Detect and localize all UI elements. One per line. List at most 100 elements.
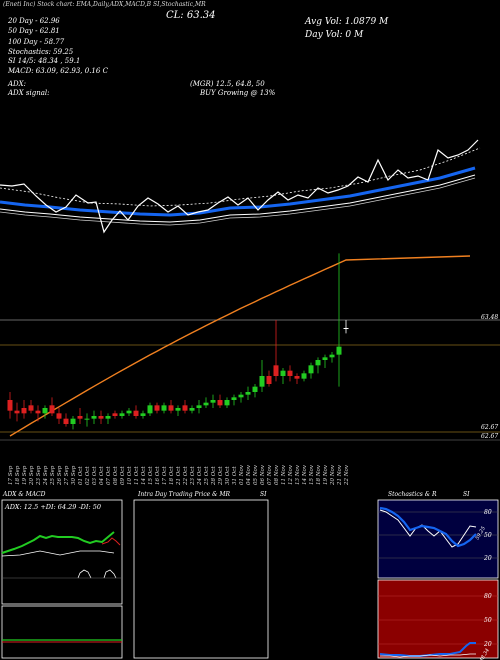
date-tick-label: 28 Oct [211, 466, 217, 486]
candle [147, 405, 153, 414]
stoch-k-line [379, 509, 477, 548]
si-readout: SI 14/5: 48.34 , 59.1 [8, 57, 81, 65]
candle [49, 405, 55, 414]
candle [35, 410, 41, 414]
stochastics-readout: Stochastics: 59.25 [8, 48, 74, 56]
candle [14, 410, 20, 414]
intraday-si-label: SI [260, 491, 267, 498]
date-tick-label: 21 Oct [176, 466, 182, 486]
candle [322, 357, 328, 360]
date-tick-label: 31 Oct [232, 466, 238, 485]
price-label-1: 63.48 [481, 314, 498, 321]
candle [189, 408, 195, 411]
ema-band-upper [0, 174, 476, 223]
candle [140, 413, 146, 416]
ema50-readout: 50 Day - 62.81 [8, 27, 60, 35]
candle [84, 418, 90, 420]
buy-signal: BUY Growing @ 13% [200, 89, 276, 97]
adx-readout: ADX: 12.5 +DI: 64.29 -DI: 50 [4, 503, 101, 511]
date-tick-label: 19 Sep [22, 465, 28, 485]
date-tick-label: 05 Nov [253, 464, 259, 485]
candle [21, 408, 27, 414]
price-label-3: 62.67 [481, 433, 498, 440]
date-tick-label: 12 Nov [288, 464, 294, 485]
intraday-panel-title: Intra Day Trading Price & MR [138, 491, 231, 498]
candle [91, 416, 97, 419]
candle [231, 397, 237, 400]
candle [63, 418, 69, 424]
date-tick-label: 29 Oct [218, 466, 224, 486]
date-tick-label: 07 Oct [106, 466, 112, 485]
candle [203, 402, 209, 406]
date-tick-label: 30 Sep [71, 465, 77, 485]
date-tick-label: 16 Oct [155, 466, 161, 485]
si-tick-20: 20 [483, 641, 492, 648]
date-tick-label: 17 Sep [8, 465, 14, 485]
date-tick-label: 13 Nov [295, 464, 301, 485]
date-tick-label: 20 Nov [330, 464, 336, 486]
candle [245, 392, 251, 395]
date-tick-label: 04 Oct [99, 466, 105, 485]
stochastics-panel [377, 499, 499, 579]
candle [217, 400, 223, 406]
candles [7, 253, 349, 430]
candle [336, 346, 342, 355]
date-tick-label: 23 Sep [36, 465, 42, 486]
candle [280, 370, 286, 376]
date-tick-label: 01 Nov [239, 464, 245, 485]
date-tick-label: 18 Sep [15, 465, 21, 485]
chart-subtitle: (Eneti Inc) Stock chart: EMA,Daily,ADX,M… [3, 1, 206, 8]
date-tick-label: 21 Nov [337, 464, 343, 486]
macd-hist-1 [77, 569, 92, 579]
candle [168, 405, 174, 411]
date-tick-label: 14 Oct [141, 466, 147, 485]
candle [112, 413, 118, 416]
si-panel [377, 579, 499, 659]
candle [28, 405, 34, 411]
candle [252, 386, 258, 392]
candle [126, 410, 132, 414]
avg-volume: Avg Vol: 1.0879 M [305, 17, 389, 27]
date-tick-label: 30 Oct [225, 466, 231, 485]
candle [175, 408, 181, 411]
date-axis: 17 Sep 18 Sep 19 Sep 20 Sep 23 Sep 24 Sep 25 S… [8, 464, 350, 486]
date-tick-label: 11 Oct [134, 466, 140, 485]
date-tick-label: 27 Sep [64, 465, 70, 486]
adx-panel-title: ADX & MACD [3, 491, 46, 498]
candle [315, 360, 321, 366]
day-volume: Day Vol: 0 M [305, 30, 364, 40]
date-tick-label: 01 Oct [78, 466, 84, 485]
stoch-d-line [379, 506, 477, 548]
candle [7, 400, 13, 411]
stoch-panel-title: Stochastics & R [388, 491, 437, 498]
date-tick-label: 18 Nov [316, 464, 322, 485]
candle [238, 394, 244, 398]
date-tick-label: 15 Nov [309, 464, 315, 485]
candle [308, 365, 314, 374]
intraday-panel [133, 499, 269, 659]
stoch-tick-50: 50 [484, 532, 492, 539]
date-tick-label: 15 Oct [148, 466, 154, 485]
candle [196, 405, 202, 408]
candle [133, 410, 139, 416]
date-tick-label: 10 Oct [127, 466, 133, 485]
adx-panel [1, 499, 123, 605]
date-tick-label: 19 Nov [323, 464, 329, 485]
candle [161, 405, 167, 411]
stoch-si-label: SI [463, 491, 470, 498]
candle [266, 376, 272, 384]
candle [329, 354, 335, 358]
date-tick-label: 23 Oct [190, 466, 196, 486]
date-tick-label: 09 Oct [120, 466, 126, 485]
si-line [379, 642, 476, 657]
date-tick-label: 26 Sep [57, 465, 63, 486]
mgr-readout: (MGR) 12.5, 64.8, 50 [190, 80, 265, 88]
si-signal-line [380, 653, 476, 658]
date-tick-label: 06 Nov [260, 464, 266, 485]
candle [70, 418, 76, 424]
candle [343, 328, 349, 329]
stoch-tick-20: 20 [483, 555, 492, 562]
date-tick-label: 08 Oct [113, 466, 119, 485]
